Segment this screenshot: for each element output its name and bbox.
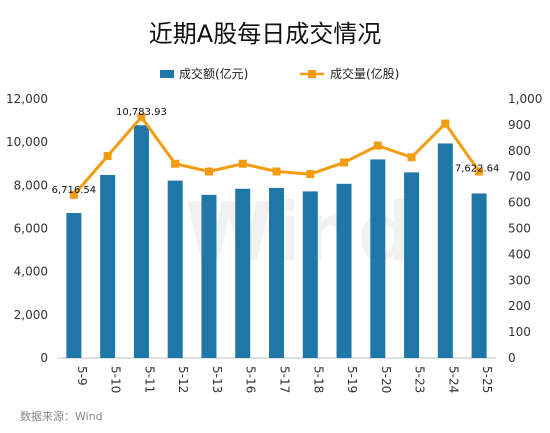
y-left-tick-label: 6,000	[14, 222, 48, 236]
line-marker	[103, 151, 112, 160]
x-tick-label: 5-16	[244, 366, 258, 393]
x-tick-label: 5-10	[109, 366, 123, 393]
y-right-tick-label: 900	[508, 118, 531, 132]
line-marker	[137, 113, 146, 122]
bar	[471, 193, 487, 358]
line-marker	[306, 170, 315, 179]
x-tick-label: 5-17	[278, 366, 292, 393]
data-label: 10,783.93	[116, 107, 167, 118]
x-tick-label: 5-24	[446, 366, 460, 393]
bar	[404, 172, 420, 358]
y-right-tick-label: 500	[508, 222, 531, 236]
bar	[269, 187, 284, 358]
x-tick-label: 5-13	[210, 366, 224, 393]
bar	[235, 188, 251, 358]
source-note: 数据来源：Wind	[20, 409, 103, 423]
bar	[336, 183, 352, 358]
line-marker	[238, 159, 247, 168]
y-right-tick-label: 100	[508, 325, 531, 339]
x-tick-label: 5-20	[379, 366, 393, 393]
x-tick-label: 5-18	[311, 366, 325, 393]
x-tick-label: 5-12	[176, 366, 190, 393]
line-series-volume	[69, 113, 484, 199]
line-marker	[373, 141, 382, 150]
y-right-tick-label: 1,000	[508, 92, 542, 106]
legend-label-volume: 成交量(亿股)	[330, 66, 399, 81]
y-right-tick-label: 0	[508, 351, 516, 365]
line-marker	[69, 190, 78, 199]
y-left-tick-label: 8,000	[14, 178, 48, 192]
y-right-tick-label: 200	[508, 299, 531, 313]
y-left-tick-label: 4,000	[14, 265, 48, 279]
line-marker	[441, 119, 450, 128]
bar	[167, 180, 183, 358]
x-tick-label: 5-25	[480, 366, 494, 393]
right-axis: 0 100 200 300 400 500 600 700 800 900 1,000	[508, 92, 542, 365]
bar	[370, 159, 386, 358]
y-right-tick-label: 300	[508, 273, 531, 287]
line-marker	[204, 167, 213, 176]
data-label: 7,622.64	[455, 163, 500, 174]
bar	[100, 174, 116, 358]
data-label: 6,716.54	[52, 185, 97, 196]
line-marker	[272, 167, 281, 176]
bar	[66, 213, 82, 358]
x-tick-label: 5-23	[413, 366, 427, 393]
line-marker	[171, 159, 180, 168]
legend-swatch-amount	[160, 70, 174, 78]
y-right-tick-label: 400	[508, 247, 531, 261]
y-right-tick-label: 600	[508, 196, 531, 210]
legend-swatch-volume-marker	[308, 70, 316, 78]
y-right-tick-label: 800	[508, 144, 531, 158]
left-axis: 0 2,000 4,000 6,000 8,000 10,000 12,000	[6, 92, 48, 365]
line-marker	[475, 167, 484, 176]
bar	[133, 125, 149, 358]
y-left-tick-label: 2,000	[14, 308, 48, 322]
bar	[201, 194, 217, 358]
bar	[302, 191, 318, 358]
bar	[437, 143, 453, 358]
x-tick-label: 5-9	[75, 366, 89, 386]
x-tick-label: 5-11	[142, 366, 156, 393]
line-marker	[340, 158, 349, 167]
x-tick-label: 5-19	[345, 366, 359, 393]
y-left-tick-label: 10,000	[6, 135, 48, 149]
bars-series-amount	[66, 125, 487, 358]
legend-label-amount: 成交额(亿元)	[179, 66, 248, 81]
y-left-tick-label: 12,000	[6, 92, 48, 106]
y-right-tick-label: 700	[508, 170, 531, 184]
chart-title: 近期A股每日成交情况	[149, 20, 381, 48]
data-labels: 6,716.54 10,783.93 7,622.64	[52, 107, 500, 196]
legend: 成交额(亿元) 成交量(亿股)	[160, 66, 399, 81]
line-marker	[407, 153, 416, 162]
y-left-tick-label: 0	[40, 351, 48, 365]
x-tick-labels: 5-9 5-10 5-11 5-12 5-13 5-16 5-17 5-18 5-19 5-20 5…	[75, 366, 494, 393]
